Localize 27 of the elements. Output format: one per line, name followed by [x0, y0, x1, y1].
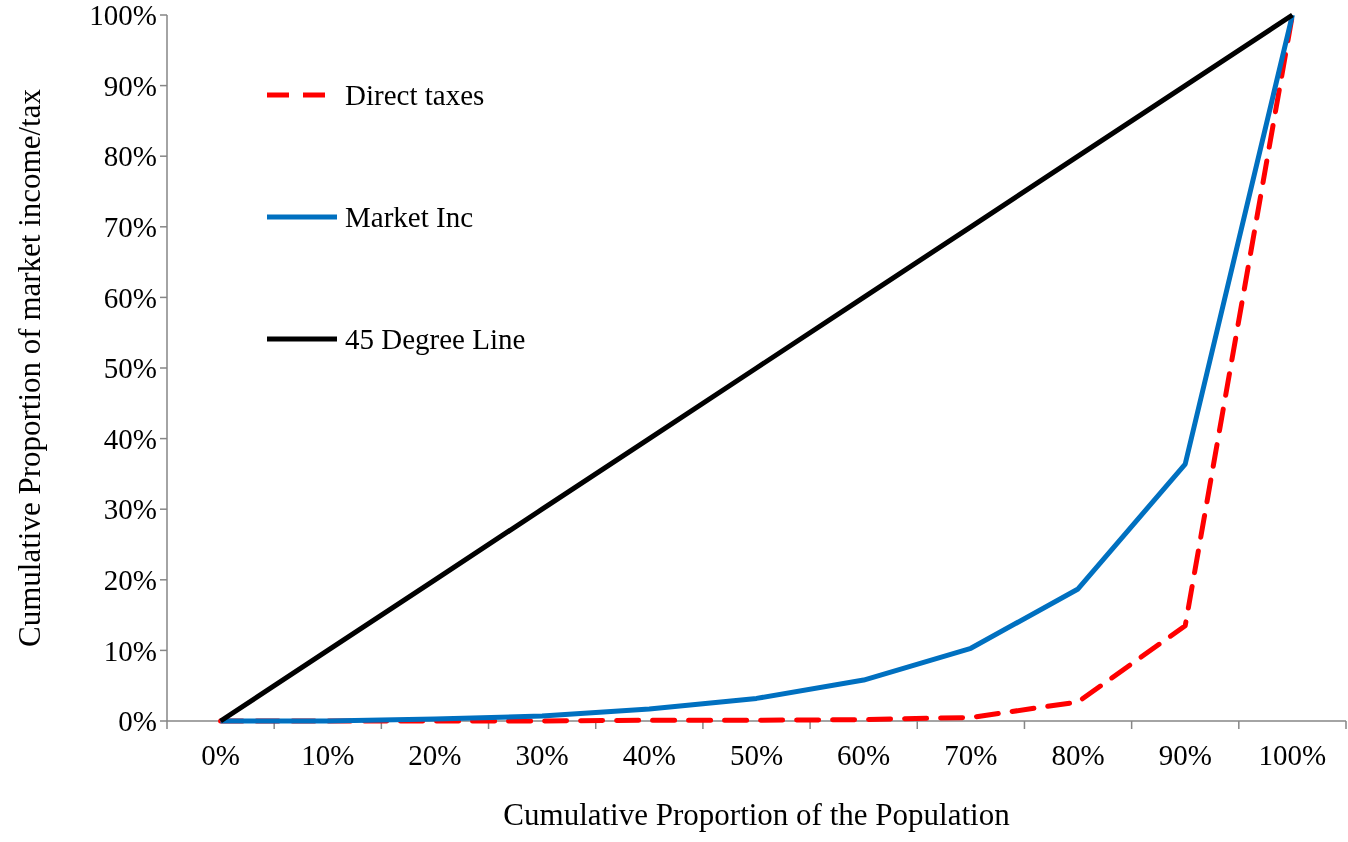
- x-tick-label: 0%: [201, 739, 240, 771]
- y-tick-label: 20%: [103, 563, 157, 596]
- y-tick-label: 90%: [103, 69, 157, 102]
- y-tick-label: 60%: [103, 281, 157, 314]
- x-tick-label: 20%: [408, 739, 462, 771]
- x-tick-label: 50%: [729, 739, 784, 771]
- legend-label: 45 Degree Line: [345, 323, 526, 356]
- legend-label: Market Inc: [345, 201, 474, 234]
- y-tick-label: 50%: [103, 352, 157, 385]
- x-tick-label: 100%: [1258, 739, 1327, 771]
- x-tick-label: 40%: [622, 739, 676, 771]
- y-tick-label: 10%: [103, 634, 157, 667]
- x-tick-label: 60%: [837, 739, 891, 771]
- x-tick-label: 70%: [944, 739, 998, 771]
- legend-label: Direct taxes: [345, 79, 485, 112]
- y-tick-label: 30%: [103, 493, 157, 526]
- x-tick-label: 90%: [1158, 739, 1212, 771]
- x-axis-title: Cumulative Proportion of the Population: [503, 797, 1011, 832]
- x-tick-label: 80%: [1051, 739, 1105, 771]
- y-axis-title: Cumulative Proportion of market income/tax: [12, 88, 47, 647]
- x-tick-label: 30%: [515, 739, 569, 771]
- y-tick-label: 100%: [89, 0, 157, 32]
- x-tick-label: 10%: [301, 739, 355, 771]
- y-tick-label: 40%: [103, 422, 157, 455]
- y-tick-label: 80%: [103, 140, 157, 173]
- y-tick-label: 0%: [118, 705, 157, 738]
- y-tick-label: 70%: [103, 210, 157, 243]
